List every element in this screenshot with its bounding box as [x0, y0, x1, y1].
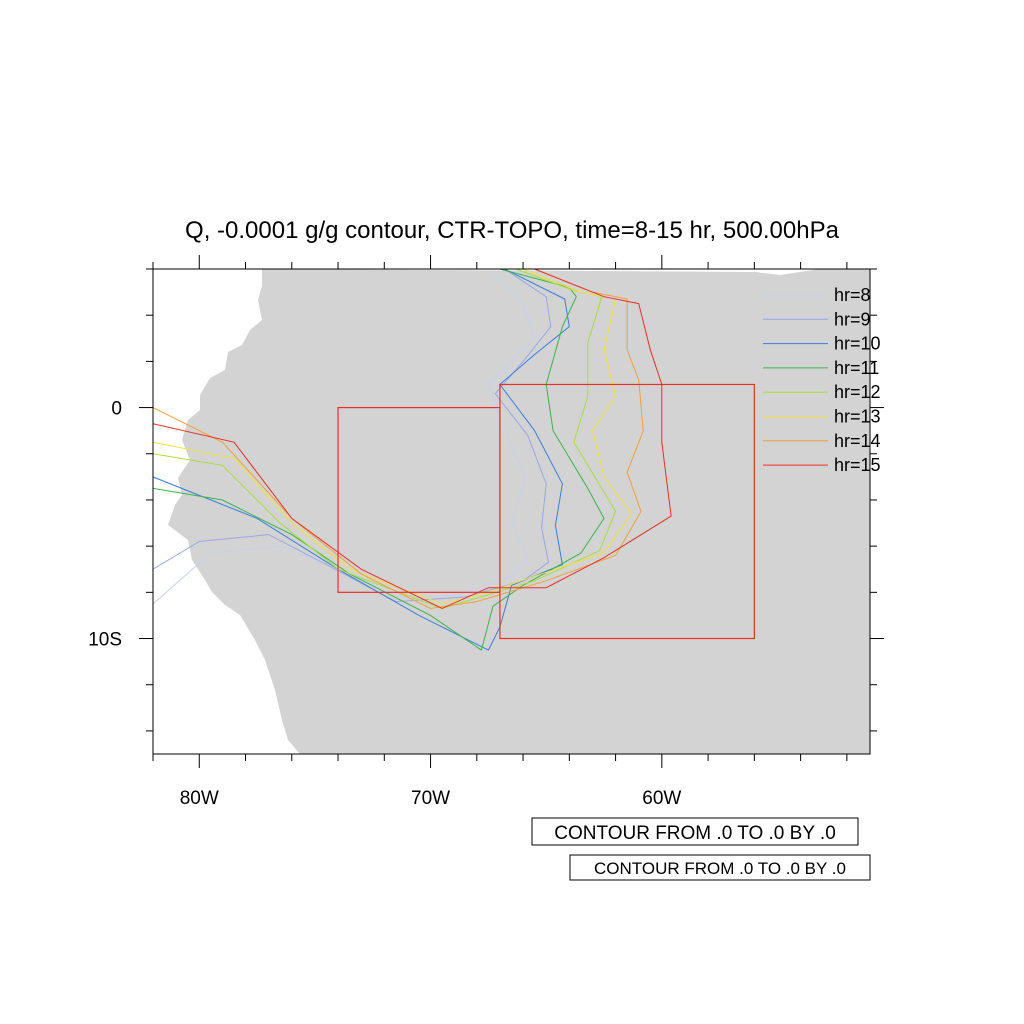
- contour-hr-12: [153, 269, 617, 610]
- legend-label: hr=12: [834, 382, 881, 402]
- info-label-box: [531, 817, 859, 846]
- contour-lines: [153, 269, 672, 651]
- region-boxes: [337, 383, 755, 640]
- info-label-text: CONTOUR FROM .0 TO .0 BY .0: [594, 859, 846, 878]
- legend-label: hr=15: [834, 455, 881, 475]
- y-tick-label: 10S: [88, 630, 122, 651]
- legend-label: hr=10: [834, 334, 881, 354]
- plot-frame: [152, 268, 871, 755]
- contour-hr-8: [153, 273, 536, 605]
- contour-hr-9: [153, 269, 552, 603]
- figure-title: Q, -0.0001 g/g contour, CTR-TOPO, time=8…: [185, 217, 840, 244]
- axis-ticks: [139, 255, 884, 768]
- land-mass: [168, 269, 870, 754]
- contour-info-label-2: CONTOUR FROM .0 TO .0 BY .0: [569, 854, 871, 881]
- contour-hr-13: [153, 269, 633, 605]
- contour-hr-15: [153, 269, 672, 610]
- legend-label: hr=11: [834, 358, 879, 378]
- axis-tick-labels: 80W 70W 60W 0 10S: [88, 399, 681, 809]
- contour-hr-14: [153, 269, 644, 610]
- legend-label: hr=8: [834, 285, 871, 305]
- legend-label: hr=14: [834, 431, 881, 451]
- x-tick-label: 60W: [642, 788, 681, 809]
- legend-label: hr=9: [834, 309, 871, 329]
- info-label-box: [569, 854, 871, 881]
- contour-hr-11: [153, 269, 605, 651]
- info-label-text: CONTOUR FROM .0 TO .0 BY .0: [554, 823, 836, 844]
- y-tick-label: 0: [111, 399, 122, 420]
- east-box: [499, 383, 755, 640]
- contour-info-label-1: CONTOUR FROM .0 TO .0 BY .0: [531, 817, 859, 846]
- legend: hr=8 hr=9 hr=10 hr=11 hr=12 hr=13 hr=14 hr=15: [763, 285, 881, 475]
- x-tick-label: 70W: [411, 788, 450, 809]
- legend-label: hr=13: [834, 407, 881, 427]
- x-tick-label: 80W: [180, 788, 219, 809]
